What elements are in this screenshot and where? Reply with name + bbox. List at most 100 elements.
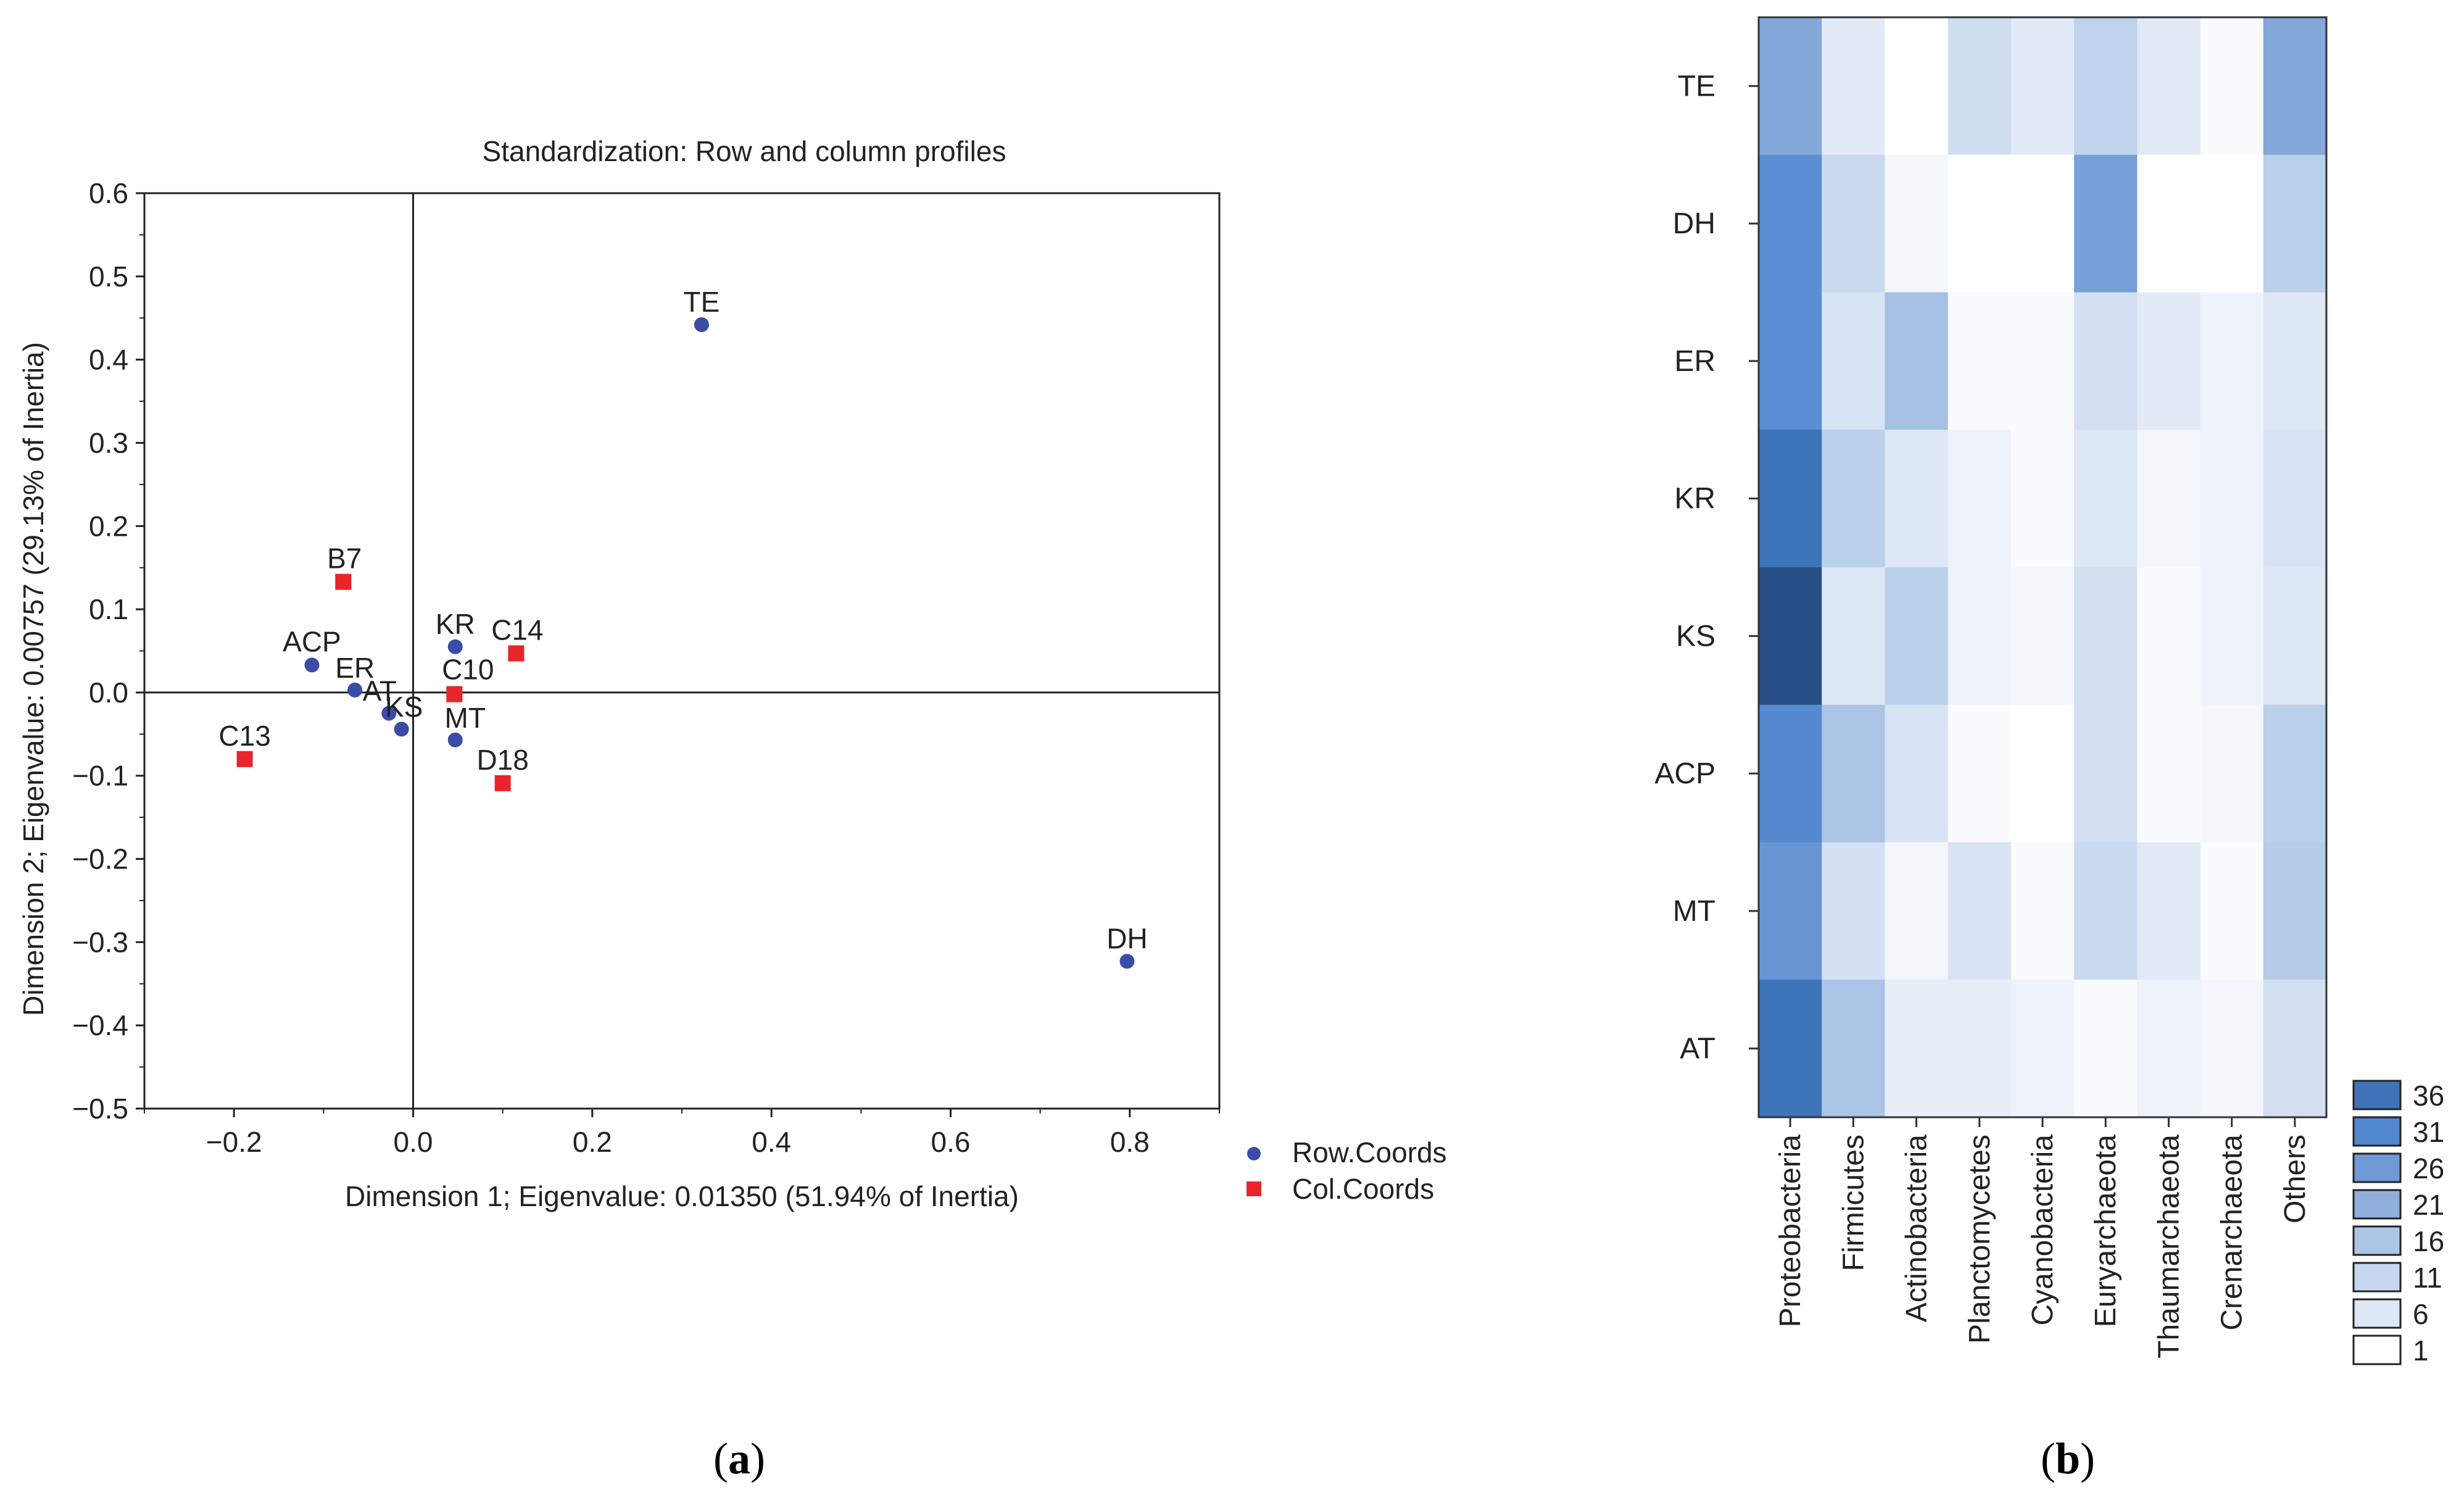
point-label-d18: D18 — [476, 744, 528, 776]
cell-er-others — [2263, 292, 2327, 430]
cell-at-cyanobacteria — [2010, 980, 2075, 1118]
cell-dh-planctomycetes — [1948, 154, 2012, 293]
colorbar-swatch-26 — [2352, 1152, 2402, 1183]
x-tick-label: −0.2 — [206, 1126, 262, 1158]
cell-mt-proteobacteria — [1759, 842, 1822, 980]
colorbar-label-11: 11 — [2413, 1262, 2442, 1294]
cell-ks-actinobacteria — [1885, 567, 1949, 706]
column-label-thaumarchaeota: Thaumarchaeota — [2152, 1135, 2185, 1359]
colorbar-swatch-36 — [2352, 1080, 2402, 1110]
y-axis-label: Dimension 2; Eigenvalue: 0.00757 (29.13%… — [17, 342, 49, 1016]
cell-at-proteobacteria — [1759, 980, 1822, 1118]
cell-dh-cyanobacteria — [2010, 154, 2075, 293]
colorbar-label-16: 16 — [2413, 1225, 2444, 1257]
row-point-mt — [447, 732, 463, 748]
cell-te-euryarchaeota — [2074, 17, 2138, 156]
row-label-mt: MT — [1673, 895, 1715, 928]
scatter-axes-group — [144, 193, 1219, 1109]
cell-acp-others — [2263, 704, 2327, 843]
row-label-kr: KR — [1674, 483, 1715, 515]
panel-a-caption: (a) — [713, 1434, 765, 1483]
row-label-er: ER — [1674, 345, 1715, 378]
y-tick-label: 0.0 — [89, 677, 128, 709]
correspondence-analysis-scatter: Standardization: Row and column profiles… — [17, 135, 1447, 1483]
cell-te-others — [2263, 17, 2327, 156]
x-tick-label: 0.2 — [573, 1126, 612, 1158]
legend-col-coords-label: Col.Coords — [1292, 1173, 1434, 1205]
cell-at-firmicutes — [1822, 980, 1885, 1118]
y-tick-label: −0.2 — [72, 843, 128, 875]
col-point-c13 — [236, 751, 253, 767]
cell-ks-thaumarchaeota — [2137, 567, 2201, 706]
cell-kr-thaumarchaeota — [2137, 430, 2201, 568]
point-label-c14: C14 — [491, 614, 543, 646]
cell-at-euryarchaeota — [2074, 980, 2138, 1118]
cell-dh-actinobacteria — [1885, 154, 1949, 293]
row-label-ks: KS — [1676, 620, 1715, 652]
point-label-b7: B7 — [327, 543, 362, 575]
column-label-actinobacteria: Actinobacteria — [1901, 1135, 1933, 1322]
column-label-others: Others — [2279, 1135, 2312, 1223]
cell-kr-euryarchaeota — [2074, 430, 2138, 568]
cell-kr-planctomycetes — [1948, 430, 2012, 568]
y-tick-label: −0.1 — [72, 760, 128, 792]
cell-mt-others — [2263, 842, 2327, 980]
cell-te-actinobacteria — [1885, 17, 1949, 156]
cell-acp-firmicutes — [1822, 704, 1885, 843]
colorbar-swatch-21 — [2352, 1189, 2402, 1220]
row-point-acp — [304, 657, 320, 673]
point-label-er: ER — [335, 652, 375, 684]
cell-acp-actinobacteria — [1885, 704, 1949, 843]
colorbar-swatch-1 — [2352, 1335, 2402, 1365]
row-label-dh: DH — [1673, 207, 1715, 240]
cell-te-cyanobacteria — [2010, 17, 2075, 156]
cell-mt-cyanobacteria — [2010, 842, 2075, 980]
cell-te-firmicutes — [1822, 17, 1885, 156]
heatmap-colorbar: 36 31 26 21 16 11 6 1 — [2352, 1080, 2444, 1367]
row-point-kr — [447, 639, 463, 654]
cell-dh-euryarchaeota — [2074, 154, 2138, 293]
heatmap-column-labels: Proteobacteria Firmicutes Actinobacteria Pl… — [1774, 1117, 2312, 1359]
colorbar-swatch-31 — [2352, 1116, 2402, 1147]
cell-mt-crenarchaeota — [2200, 842, 2264, 980]
cell-er-crenarchaeota — [2200, 292, 2264, 430]
legend-col-coords-marker — [1247, 1181, 1261, 1196]
panel-b-caption-letter: b — [2055, 1434, 2080, 1483]
x-tick-label: 0.0 — [394, 1126, 433, 1158]
point-label-te: TE — [684, 286, 720, 318]
point-label-dh: DH — [1106, 922, 1147, 954]
cell-mt-euryarchaeota — [2074, 842, 2138, 980]
cell-at-actinobacteria — [1885, 980, 1949, 1118]
cell-dh-crenarchaeota — [2200, 154, 2264, 293]
row-point-ks — [394, 722, 409, 737]
scatter-title: Standardization: Row and column profiles — [483, 135, 1006, 167]
cell-acp-crenarchaeota — [2200, 704, 2264, 843]
cell-acp-planctomycetes — [1948, 704, 2012, 843]
col-point-d18 — [494, 775, 511, 791]
heatmap-row-labels: TE DH ER KR KS ACP MT AT — [1654, 70, 1759, 1065]
panel-b-caption-close: ) — [2080, 1434, 2095, 1483]
cell-te-crenarchaeota — [2200, 17, 2264, 156]
point-label-c13: C13 — [218, 720, 270, 752]
cell-te-planctomycetes — [1948, 17, 2012, 156]
cell-ks-proteobacteria — [1759, 567, 1822, 706]
cell-te-thaumarchaeota — [2137, 17, 2201, 156]
phylum-abundance-heatmap: TE DH ER KR KS ACP MT AT Proteobacteria Firmicut… — [1654, 16, 2444, 1483]
y-tick-label: −0.3 — [72, 926, 128, 958]
panel-a-caption-letter: a — [728, 1434, 750, 1483]
point-label-mt: MT — [445, 702, 486, 734]
cell-at-crenarchaeota — [2200, 980, 2264, 1118]
cell-dh-firmicutes — [1822, 154, 1885, 293]
colorbar-swatch-6 — [2352, 1298, 2402, 1329]
cell-te-proteobacteria — [1759, 17, 1822, 156]
cell-er-cyanobacteria — [2010, 292, 2075, 430]
panel-b-caption-open: ( — [2041, 1434, 2055, 1483]
point-label-kr: KR — [436, 608, 475, 640]
column-label-euryarchaeota: Euryarchaeota — [2089, 1135, 2122, 1327]
cell-kr-cyanobacteria — [2010, 430, 2075, 568]
colorbar-label-21: 21 — [2413, 1189, 2444, 1221]
panel-b-caption: (b) — [2041, 1434, 2095, 1483]
cell-er-actinobacteria — [1885, 292, 1949, 430]
cell-ks-crenarchaeota — [2200, 567, 2264, 706]
